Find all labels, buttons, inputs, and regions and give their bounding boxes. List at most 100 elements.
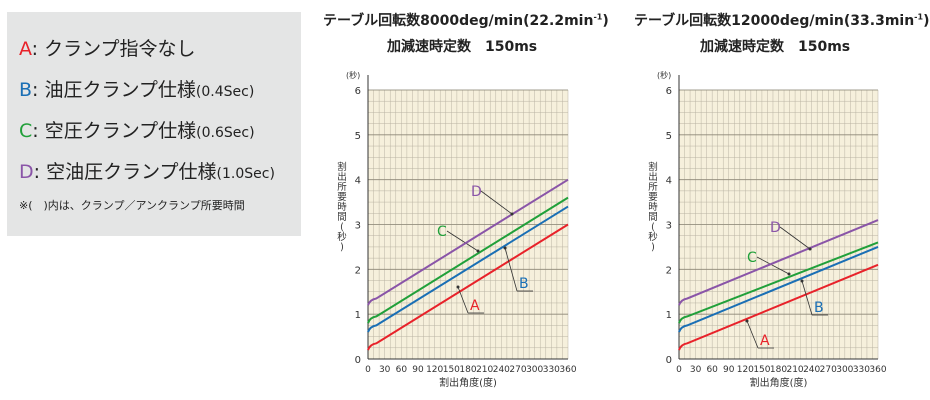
- chart2-x-tick-label: 210: [786, 365, 803, 375]
- chart1-title-close: ): [602, 13, 609, 29]
- chart2-leader-dot-d: [808, 247, 812, 251]
- chart1-series-line-d: [367, 178, 569, 306]
- chart2-x-tick-label: 120: [737, 365, 754, 375]
- chart1-y-axis-label-char: 所: [337, 182, 347, 193]
- chart2-series-label-b: B: [814, 300, 824, 316]
- chart2-x-tick-label: 360: [869, 365, 886, 375]
- chart1-y-axis-label-char: 割: [337, 161, 347, 173]
- chart2-y-unit-top: (秒): [657, 70, 671, 80]
- chart1-y-tick-label: 0: [355, 355, 361, 366]
- legend-letter-a: A: [19, 38, 32, 60]
- chart2-y-tick-label: 1: [666, 310, 672, 321]
- legend-letter-b: B: [19, 79, 33, 101]
- chart1-leader-dot-b: [503, 246, 507, 250]
- chart1-y-axis-label-char: 時: [337, 202, 347, 213]
- chart1-series-line-a: [367, 223, 569, 351]
- chart1-x-tick-label: 360: [559, 365, 576, 375]
- chart2-y-tick-label: 3: [666, 221, 672, 232]
- chart2-x-tick-label: 270: [820, 365, 837, 375]
- legend-letter-c: C: [19, 120, 33, 142]
- legend-item-d: D: 空油圧クランプ仕様(1.0Sec): [19, 157, 275, 184]
- chart2-y-axis-label-char: 秒: [648, 231, 658, 243]
- legend-spec-c: (0.6Sec): [196, 125, 255, 141]
- chart2-x-tick-label: 330: [853, 365, 870, 375]
- chart2-series-label-a: A: [760, 333, 770, 349]
- chart2-leader-line-d: [779, 226, 811, 250]
- legend-text-c: : 空圧クランプ仕様: [32, 120, 197, 142]
- chart2-x-tick-label: 150: [753, 365, 770, 375]
- chart1-y-tick-label: 3: [355, 221, 361, 232]
- chart2-y-tick-label: 6: [666, 86, 672, 97]
- chart2-title-main: テーブル回転数12000deg/min: [634, 13, 844, 29]
- chart2-leader-line-c: [756, 256, 790, 275]
- chart2-y-tick-label: 4: [666, 176, 672, 187]
- chart2-y-axis-label-char: 出: [648, 171, 658, 183]
- chart1-y-unit-top: (秒): [346, 70, 360, 80]
- chart2-y-axis-label-char: 所: [648, 182, 658, 193]
- chart1-x-tick-label: 210: [476, 365, 493, 375]
- chart2-grid: [678, 89, 879, 360]
- chart2-y-axis-label-char: 間: [648, 212, 658, 223]
- chart1-series-label-a: A: [470, 298, 480, 314]
- legend-text-b: : 油圧クランプ仕様: [32, 79, 196, 101]
- legend-item-b: B: 油圧クランプ仕様(0.4Sec): [19, 75, 254, 102]
- chart1-series-label-d: D: [471, 184, 482, 200]
- chart1-x-tick-label: 120: [426, 365, 443, 375]
- chart2-y-tick-label: 2: [666, 265, 672, 276]
- chart2-x-axis-label: 割出角度(度): [750, 376, 808, 389]
- chart1-y-tick-label: 2: [355, 265, 361, 276]
- chart2-leader-line-b: [801, 280, 813, 316]
- chart2-x-tick-label: 30: [690, 365, 702, 375]
- chart1-y-axis-label-char: 間: [337, 212, 347, 223]
- chart2-series-line-a: [678, 263, 879, 351]
- chart2-series-line-c: [678, 241, 879, 324]
- chart1-x-tick-label: 0: [365, 365, 371, 375]
- chart1-y-axis-label-char: 秒: [337, 231, 347, 243]
- chart2-title-sup: -1: [914, 12, 924, 22]
- chart2-series-label-d: D: [770, 220, 781, 236]
- chart1-leader-dot-a: [456, 285, 460, 289]
- chart1-title-paren: (22.2min: [523, 13, 594, 29]
- chart1-y-tick-label: 6: [355, 86, 361, 97]
- chart1-leader-line-c: [446, 230, 479, 252]
- legend-letter-d: D: [19, 161, 34, 183]
- chart2-x-tick-label: 90: [723, 365, 735, 375]
- chart1-subtitle: 加減速時定数 150ms: [387, 39, 538, 55]
- chart2-series-line-b: [678, 245, 879, 333]
- chart2-leader-line-a: [746, 320, 759, 349]
- chart1-y-tick-label: 1: [355, 310, 361, 321]
- chart1-series-label-c: C: [437, 224, 447, 240]
- chart2-leader-dot-a: [745, 319, 749, 323]
- chart1-leader-dot-c: [476, 249, 480, 253]
- chart2-series-label-c: C: [747, 250, 757, 266]
- chart1-series-line-b: [367, 205, 569, 333]
- chart1-leader-line-d: [480, 190, 513, 215]
- chart1-x-tick-label: 270: [509, 365, 526, 375]
- chart1-title-main: テーブル回転数8000deg/min: [323, 13, 524, 29]
- chart2-y-axis-label-char: (: [651, 222, 655, 233]
- chart2-x-tick-label: 300: [836, 365, 853, 375]
- chart1-x-tick-label: 150: [443, 365, 460, 375]
- chart2-x-tick-label: 240: [803, 365, 820, 375]
- chart1-y-axis-label-char: 要: [337, 192, 347, 203]
- chart2-x-tick-label: 180: [770, 365, 787, 375]
- chart1-series-label-b: B: [519, 276, 529, 292]
- chart2-y-tick-label: 0: [666, 355, 672, 366]
- chart1-y-axis-label-char: 出: [337, 171, 347, 183]
- chart1-y-tick-label: 5: [355, 131, 361, 142]
- chart2-y-axis-label-char: 割: [648, 161, 658, 173]
- chart2-y-tick-label: 5: [666, 131, 672, 142]
- chart1-x-tick-label: 30: [379, 365, 391, 375]
- chart1-x-tick-label: 240: [493, 365, 510, 375]
- chart2-y-axis-label-char: 時: [648, 202, 658, 213]
- legend-panel: A: クランプ指令なし B: 油圧クランプ仕様(0.4Sec) C: 空圧クラン…: [7, 12, 301, 236]
- chart1-y-axis-label-char: (: [340, 222, 344, 233]
- chart1-x-tick-label: 180: [459, 365, 476, 375]
- chart2-series-line-d: [678, 219, 879, 306]
- legend-text-a: : クランプ指令なし: [31, 38, 196, 60]
- chart1-x-axis-label: 割出角度(度): [439, 376, 497, 389]
- chart2-y-axis-label-char: 要: [648, 192, 658, 203]
- chart1-leader-dot-d: [510, 212, 514, 216]
- chart1-x-tick-label: 60: [396, 365, 408, 375]
